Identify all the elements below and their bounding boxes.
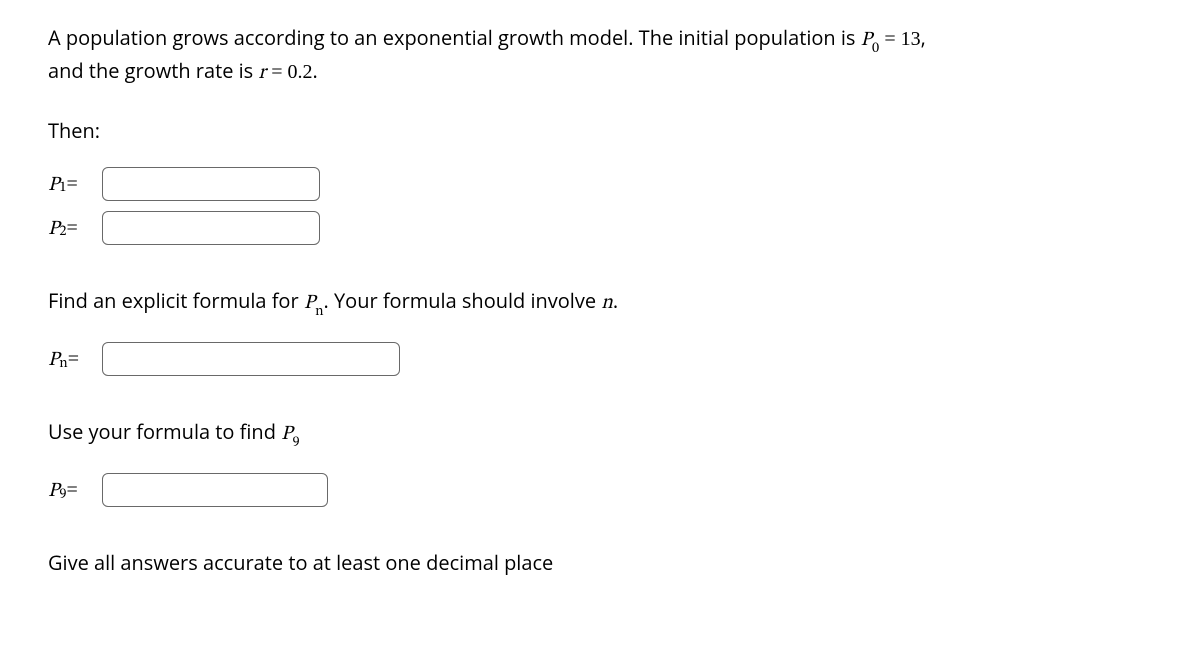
- p9-row: P9 =: [48, 473, 1152, 507]
- p1-input[interactable]: [102, 167, 320, 201]
- p2-symbol: P: [48, 215, 59, 243]
- p9-subscript: 9: [59, 485, 66, 505]
- p0-symbol: P: [861, 30, 872, 50]
- n-symbol: n: [601, 293, 613, 313]
- accuracy-note: Give all answers accurate to at least on…: [48, 549, 1152, 577]
- pn-subscript: n: [59, 354, 67, 374]
- pn-row: Pn =: [48, 342, 1152, 376]
- p1-subscript: 1: [59, 178, 66, 198]
- then-label: Then:: [48, 117, 1152, 145]
- p0-value: 13: [901, 28, 921, 50]
- pn-symbol: P: [48, 346, 59, 374]
- p0-subscript: 0: [872, 42, 879, 56]
- p9-prompt-symbol: P: [281, 424, 292, 444]
- p2-input[interactable]: [102, 211, 320, 245]
- formula-prompt-after2: .: [613, 287, 618, 314]
- p9-symbol: P: [48, 477, 59, 505]
- formula-prompt: Find an explicit formula for Pn. Your fo…: [48, 287, 1152, 320]
- intro-text-2: and the growth rate is: [48, 57, 258, 84]
- p2-row: P2 =: [48, 211, 1152, 245]
- p9-prompt-subscript: 9: [293, 436, 300, 450]
- pn-input[interactable]: [102, 342, 400, 376]
- p9-prompt-before: Use your formula to find: [48, 418, 281, 445]
- p9-equals: =: [67, 476, 78, 504]
- p1-symbol: P: [48, 171, 59, 199]
- formula-prompt-before: Find an explicit formula for: [48, 287, 304, 314]
- r-equals: =: [271, 61, 287, 83]
- pn-equals: =: [68, 345, 79, 373]
- p1-equals: =: [67, 170, 78, 198]
- p1-row: P1 =: [48, 167, 1152, 201]
- pn-prompt-subscript: n: [315, 305, 323, 319]
- r-symbol: r: [258, 63, 266, 83]
- formula-prompt-after1: . Your formula should involve: [324, 287, 602, 314]
- pn-prompt-symbol: P: [304, 293, 315, 313]
- intro-period: .: [313, 57, 318, 84]
- p2-subscript: 2: [59, 222, 66, 242]
- p9-input[interactable]: [102, 473, 328, 507]
- intro-comma: ,: [921, 24, 926, 51]
- p9-prompt: Use your formula to find P9: [48, 418, 1152, 451]
- p0-equals: =: [884, 28, 900, 50]
- p2-equals: =: [67, 214, 78, 242]
- r-value: 0.2: [288, 61, 313, 83]
- intro-text-1: A population grows according to an expon…: [48, 24, 861, 51]
- problem-statement: A population grows according to an expon…: [48, 24, 1152, 87]
